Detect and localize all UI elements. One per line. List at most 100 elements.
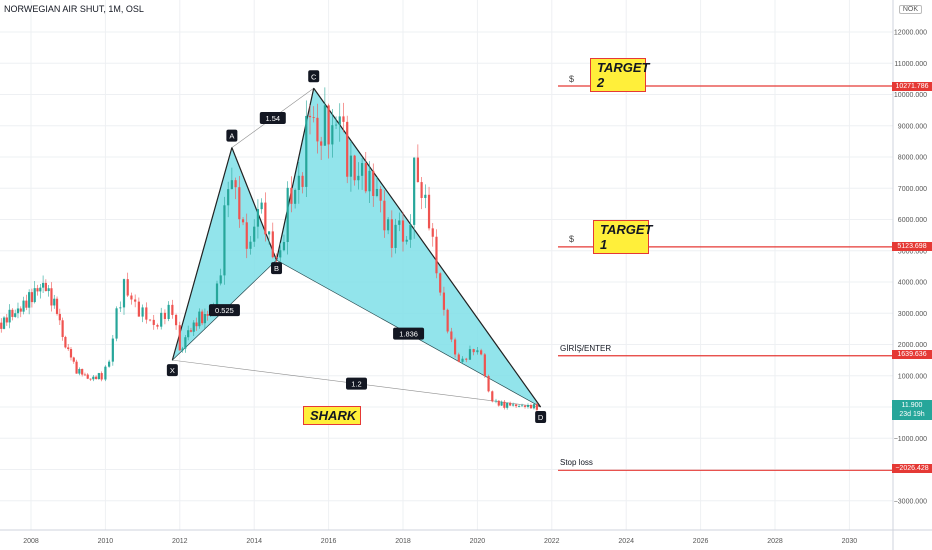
candle-body (33, 288, 36, 303)
candle-body (468, 349, 472, 360)
candle-body (260, 202, 263, 210)
candle-body (58, 313, 61, 321)
candle-body (353, 155, 356, 181)
candle-body (420, 182, 423, 198)
candle-body (126, 279, 129, 296)
stop-price-tag: −2026.428 (892, 464, 932, 473)
target2-tag: TARGET 2 (590, 58, 649, 92)
candle-body (0, 322, 3, 329)
candle-body (16, 308, 20, 314)
candle-body (387, 219, 390, 231)
triangle-bcd (276, 87, 541, 408)
candle-body (104, 366, 107, 380)
x-tick-label: 2018 (395, 538, 411, 545)
candle-body (145, 307, 148, 320)
candle-body (297, 175, 300, 190)
candle-body (50, 288, 53, 306)
candle-body (312, 117, 315, 118)
candle-body (215, 283, 219, 309)
candle-body (83, 374, 87, 376)
y-tick-label: 8000.000 (898, 155, 927, 162)
candle-body (349, 155, 353, 177)
candle-body (331, 125, 334, 145)
chart-grid (0, 0, 893, 530)
x-tick-label: 2022 (544, 538, 560, 545)
candle-body (529, 404, 533, 409)
candle-body (41, 282, 45, 288)
ratio-label-bd: 1.836 (399, 330, 418, 339)
candle-body (483, 354, 486, 377)
candle-body (203, 314, 207, 324)
target1-tag: TARGET 1 (593, 220, 652, 254)
candle-body (30, 292, 34, 303)
x-tick-label: 2014 (246, 538, 262, 545)
candle-body (271, 231, 274, 258)
candle-body (294, 189, 297, 204)
candle-body (253, 226, 256, 242)
ratio-label-xd: 1.2 (351, 380, 361, 389)
candle-body (8, 309, 11, 323)
point-label-b-bg (271, 262, 283, 275)
candle-body (301, 175, 304, 187)
candle-body (55, 298, 59, 314)
candle-body (435, 236, 438, 274)
dollar-icon: $ (569, 234, 575, 244)
last-price-countdown: 23d 19h (899, 411, 925, 418)
candle-body (320, 141, 323, 146)
candle-body (75, 361, 78, 374)
candle-body (11, 309, 14, 317)
candle-body (36, 288, 39, 292)
entry-price-tag: 1639.636 (892, 350, 932, 359)
candle-body (457, 354, 460, 362)
candle-body (47, 288, 50, 292)
candle-body (338, 116, 341, 125)
target1-price-tag: 5123.698 (892, 242, 932, 251)
candle-body (201, 311, 204, 324)
candle-body (286, 187, 289, 242)
candles (0, 87, 539, 412)
candle-body (86, 374, 89, 379)
candle-body (163, 312, 167, 319)
y-tick-label: 5000.000 (898, 248, 927, 255)
candle-body (450, 331, 453, 340)
candle-body (256, 209, 260, 227)
candle-body (167, 304, 170, 319)
point-label-d: D (538, 413, 544, 422)
candle-body (360, 163, 364, 176)
candle-body (275, 257, 278, 258)
candle-body (346, 121, 349, 177)
x-tick-label: 2016 (321, 538, 337, 545)
currency-badge[interactable]: NOK (898, 5, 922, 14)
candle-body (472, 349, 475, 353)
candle-body (264, 202, 267, 235)
candle-body (480, 350, 483, 355)
leg-cd (313, 87, 542, 408)
candle-body (2, 317, 6, 329)
candle-body (78, 368, 81, 374)
candle-body (535, 404, 539, 410)
x-tick-label: 2008 (23, 538, 39, 545)
leg-bc (275, 88, 315, 261)
candle-body (22, 300, 25, 312)
candle-body (334, 124, 338, 126)
candle-body (512, 404, 515, 406)
point-label-d-bg (535, 411, 547, 423)
candle-body (245, 222, 248, 249)
y-tick-label: 10000.000 (894, 92, 927, 99)
candle-body (28, 292, 31, 308)
stop-label: Stop loss (560, 458, 593, 467)
candle-body (160, 312, 163, 327)
chart-title: NORWEGIAN AIR SHUT, 1M, OSL (4, 4, 144, 14)
candle-body (506, 402, 509, 408)
point-label-x-bg (166, 364, 178, 377)
candle-body (181, 348, 184, 351)
candle-body (219, 275, 222, 284)
candle-body (92, 376, 95, 380)
y-tick-label: 3000.000 (898, 311, 927, 318)
candle-body (189, 330, 193, 332)
candle-body (323, 105, 326, 146)
point-label-c-bg (308, 70, 320, 83)
y-tick-label: 2000.000 (898, 342, 927, 349)
ratio-label-bd-bg (393, 327, 425, 340)
